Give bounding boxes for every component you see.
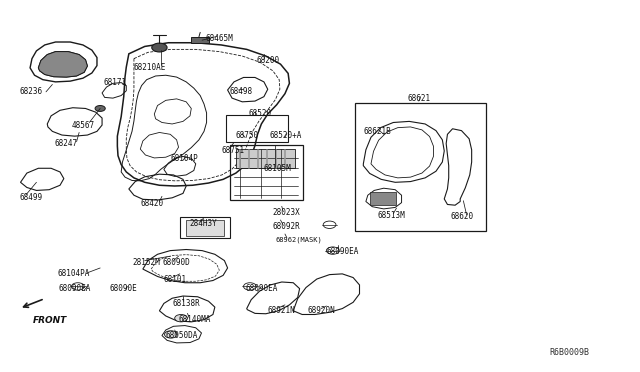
Text: 68247: 68247 [54, 139, 77, 148]
Bar [230, 145, 303, 200]
Text: 68050DA: 68050DA [166, 331, 198, 340]
Text: 68420: 68420 [140, 199, 163, 208]
Text: 68171: 68171 [103, 78, 127, 87]
Text: 28023X: 28023X [272, 208, 300, 217]
Text: 68200: 68200 [256, 56, 280, 65]
Text: 68520: 68520 [248, 109, 272, 118]
Text: 68751: 68751 [221, 146, 244, 155]
Text: R6B0009B: R6B0009B [549, 347, 589, 357]
Text: 68236: 68236 [19, 87, 42, 96]
Text: 68620: 68620 [451, 212, 474, 221]
Text: 28152M: 28152M [132, 258, 160, 267]
Text: 68090EA: 68090EA [246, 284, 278, 293]
Circle shape [175, 314, 188, 322]
Text: 68101: 68101 [164, 275, 187, 283]
Text: 68138R: 68138R [172, 299, 200, 308]
Text: 68105M: 68105M [264, 164, 292, 173]
Text: 68104P: 68104P [170, 154, 198, 163]
Text: 68513M: 68513M [378, 211, 405, 220]
Text: 68499: 68499 [19, 193, 42, 202]
Text: 68498: 68498 [230, 87, 253, 96]
Bar [191, 37, 209, 43]
Text: 68920N: 68920N [307, 306, 335, 315]
Circle shape [152, 43, 167, 52]
Bar [370, 192, 396, 205]
Text: 68140MA: 68140MA [179, 315, 211, 324]
Text: 68092R: 68092R [272, 222, 300, 231]
Text: 68520+A: 68520+A [269, 131, 301, 140]
Text: 68465M: 68465M [205, 34, 233, 43]
Text: 68090EA: 68090EA [326, 247, 359, 256]
Bar [226, 115, 288, 142]
Text: 68921N: 68921N [268, 306, 296, 315]
Polygon shape [236, 149, 294, 168]
Text: 68621: 68621 [408, 94, 431, 103]
Polygon shape [186, 220, 225, 236]
Text: 68621B: 68621B [364, 127, 391, 136]
Text: 68090D: 68090D [163, 258, 190, 267]
Bar [180, 217, 230, 238]
Text: 68750: 68750 [236, 131, 259, 140]
Circle shape [164, 331, 177, 338]
Circle shape [95, 106, 105, 112]
Text: 68090E: 68090E [109, 284, 138, 293]
Text: 68090EA: 68090EA [59, 284, 91, 293]
Bar [355, 103, 486, 231]
Text: FRONT: FRONT [33, 316, 67, 325]
Text: 48567: 48567 [72, 121, 95, 129]
Text: 284H3Y: 284H3Y [189, 219, 217, 228]
Text: 68210AE: 68210AE [134, 62, 166, 72]
Text: 68104PA: 68104PA [58, 269, 90, 278]
Polygon shape [38, 52, 88, 77]
Text: 68962(MASK): 68962(MASK) [275, 236, 322, 243]
